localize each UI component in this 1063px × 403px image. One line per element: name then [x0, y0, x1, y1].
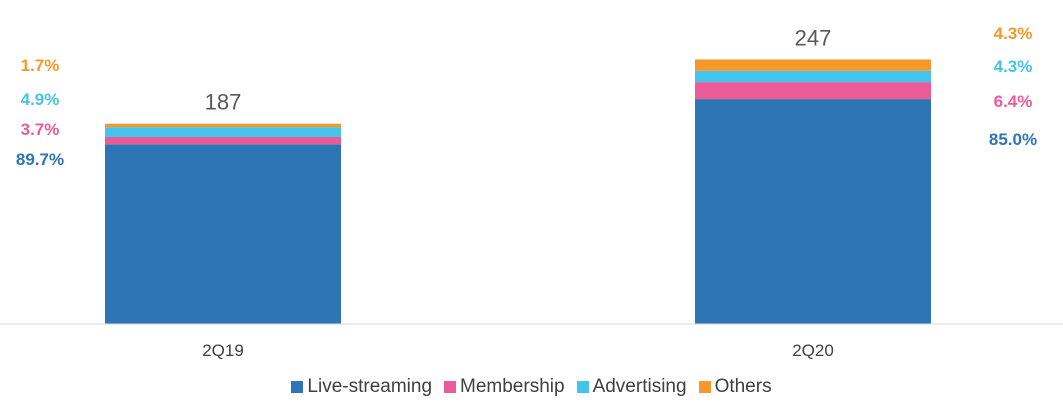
bar-segment-advertising-2q20: [695, 70, 931, 83]
share-label-advertising-2q19: 4.9%: [21, 90, 60, 109]
bar-segment-membership-2q19: [105, 137, 341, 145]
legend-label-others: Others: [714, 376, 772, 397]
legend-item-live-streaming: Live-streaming: [291, 376, 432, 398]
bar-segment-live-streaming-2q20: [695, 99, 931, 324]
legend-item-others: Others: [698, 376, 772, 398]
legend-swatch-membership: [444, 381, 457, 393]
legend-swatch-live-streaming: [291, 381, 304, 393]
share-label-membership-2q19: 3.7%: [21, 120, 60, 139]
legend-label-advertising: Advertising: [592, 376, 687, 397]
share-label-others-2q19: 1.7%: [21, 56, 60, 75]
x-tick-label-2q20: 2Q20: [792, 341, 834, 360]
bar-segment-others-2q20: [695, 59, 931, 71]
share-label-advertising-2q20: 4.3%: [994, 57, 1033, 76]
legend-item-membership: Membership: [444, 376, 565, 398]
legend-swatch-advertising: [576, 381, 589, 393]
share-label-membership-2q20: 6.4%: [994, 92, 1033, 111]
x-tick-label-2q19: 2Q19: [202, 341, 244, 360]
legend-label-membership: Membership: [460, 376, 565, 397]
legend: Live-streaming Membership Advertising Ot…: [0, 376, 1063, 398]
bar-segment-live-streaming-2q19: [105, 144, 341, 324]
share-label-live-streaming-2q19: 89.7%: [16, 150, 64, 169]
total-label-2q20: 247: [795, 25, 832, 50]
bar-segment-membership-2q20: [695, 82, 931, 100]
bars-layer: [105, 59, 931, 324]
labels-layer: 89.7% 3.7% 4.9% 1.7% 187 2Q19 85.0% 6.4% 4.3% 4.3…: [16, 24, 1037, 360]
bar-segment-advertising-2q19: [105, 127, 341, 138]
share-label-live-streaming-2q20: 85.0%: [989, 130, 1037, 149]
bar-segment-others-2q19: [105, 123, 341, 128]
legend-swatch-others: [698, 381, 711, 393]
share-label-others-2q20: 4.3%: [994, 24, 1033, 43]
legend-item-advertising: Advertising: [576, 376, 687, 398]
legend-label-live-streaming: Live-streaming: [307, 376, 433, 397]
total-label-2q19: 187: [205, 90, 242, 115]
